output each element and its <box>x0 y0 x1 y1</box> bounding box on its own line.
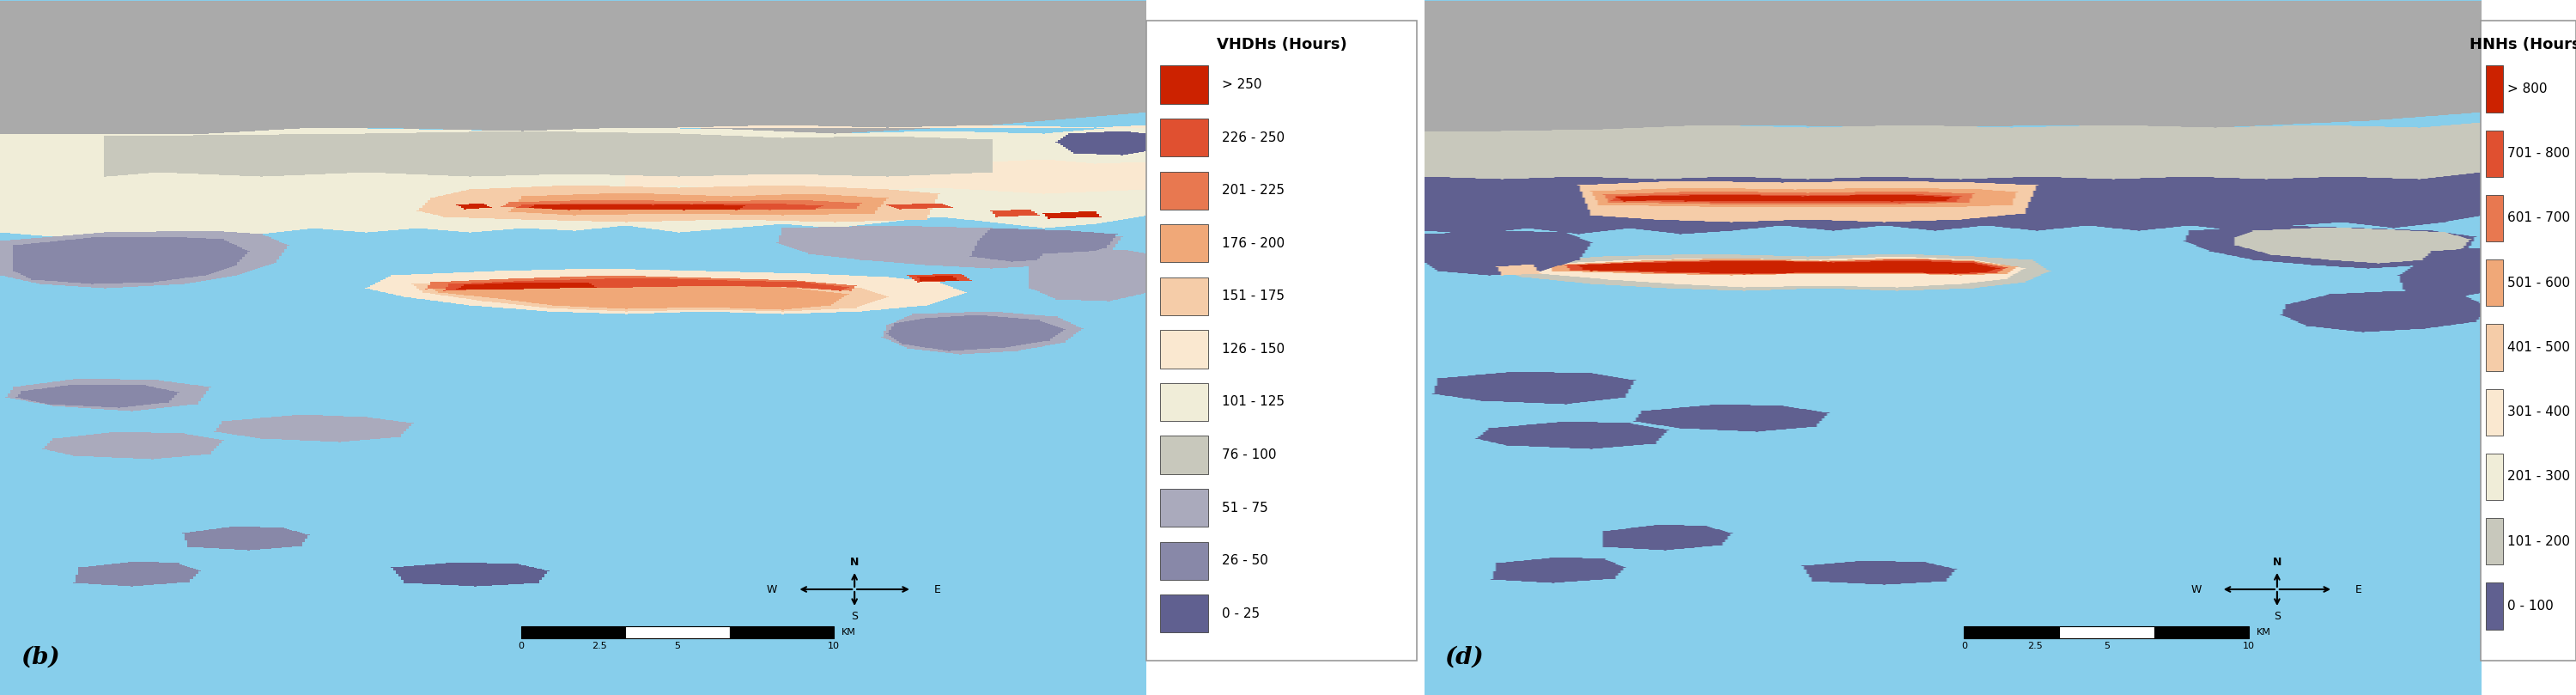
Bar <box>2058 626 2154 638</box>
Text: 176 - 200: 176 - 200 <box>1221 237 1285 250</box>
Bar <box>2486 65 2504 112</box>
Bar <box>1159 224 1208 263</box>
Bar <box>1159 383 1208 421</box>
Text: KM: KM <box>842 628 855 637</box>
Text: 101 - 125: 101 - 125 <box>1221 395 1285 409</box>
Text: 401 - 500: 401 - 500 <box>2506 341 2571 354</box>
FancyBboxPatch shape <box>1146 21 1417 660</box>
Text: (d): (d) <box>1445 646 1484 669</box>
Bar <box>1159 330 1208 368</box>
Text: 201 - 300: 201 - 300 <box>2506 471 2571 483</box>
Bar <box>2486 454 2504 500</box>
FancyBboxPatch shape <box>2481 21 2576 660</box>
Text: 5: 5 <box>675 642 680 651</box>
Bar <box>1159 489 1208 527</box>
Bar <box>2486 324 2504 370</box>
Bar <box>1159 594 1208 632</box>
Text: VHDHs (Hours): VHDHs (Hours) <box>1216 37 1347 52</box>
Text: 101 - 200: 101 - 200 <box>2506 535 2571 548</box>
Text: 76 - 100: 76 - 100 <box>1221 448 1278 461</box>
Bar <box>2486 518 2504 565</box>
Bar <box>1159 436 1208 474</box>
Text: > 250: > 250 <box>1221 79 1262 91</box>
Text: 51 - 75: 51 - 75 <box>1221 501 1267 514</box>
Text: 2.5: 2.5 <box>592 642 608 651</box>
Text: S: S <box>2275 611 2280 622</box>
Text: 0: 0 <box>1960 642 1968 651</box>
Text: W: W <box>2190 584 2202 595</box>
Text: N: N <box>850 556 858 568</box>
Text: 701 - 800: 701 - 800 <box>2506 147 2571 160</box>
Bar <box>2486 583 2504 630</box>
Text: > 800: > 800 <box>2506 83 2548 95</box>
Bar <box>2486 195 2504 241</box>
Bar <box>2486 130 2504 177</box>
Bar <box>1159 119 1208 156</box>
Text: N: N <box>2272 556 2282 568</box>
Bar <box>729 626 835 638</box>
Text: W: W <box>765 584 778 595</box>
Text: 301 - 400: 301 - 400 <box>2506 406 2571 418</box>
Bar <box>2486 389 2504 435</box>
Text: E: E <box>2354 584 2362 595</box>
Bar <box>1963 626 2058 638</box>
Text: (b): (b) <box>21 646 59 669</box>
Bar <box>1159 65 1208 104</box>
Text: 26 - 50: 26 - 50 <box>1221 555 1267 567</box>
Text: 501 - 600: 501 - 600 <box>2506 277 2571 289</box>
Text: 0: 0 <box>518 642 523 651</box>
Text: 10: 10 <box>827 642 840 651</box>
Text: 126 - 150: 126 - 150 <box>1221 343 1285 356</box>
Text: 601 - 700: 601 - 700 <box>2506 212 2571 224</box>
Text: 10: 10 <box>2244 642 2254 651</box>
Bar <box>520 626 626 638</box>
Text: 2.5: 2.5 <box>2027 642 2043 651</box>
Bar <box>1159 277 1208 316</box>
Text: 151 - 175: 151 - 175 <box>1221 290 1285 303</box>
Text: HNHs (Hours): HNHs (Hours) <box>2470 37 2576 52</box>
Bar <box>1159 541 1208 580</box>
Text: E: E <box>935 584 940 595</box>
Bar <box>1159 172 1208 209</box>
Bar <box>2486 259 2504 306</box>
Text: 0 - 25: 0 - 25 <box>1221 607 1260 620</box>
Bar <box>626 626 729 638</box>
Text: S: S <box>850 611 858 622</box>
Bar <box>2154 626 2249 638</box>
Text: KM: KM <box>2257 628 2272 637</box>
Text: 201 - 225: 201 - 225 <box>1221 184 1285 197</box>
Text: 226 - 250: 226 - 250 <box>1221 131 1285 144</box>
Text: 5: 5 <box>2105 642 2110 651</box>
Text: 0 - 100: 0 - 100 <box>2506 600 2553 612</box>
